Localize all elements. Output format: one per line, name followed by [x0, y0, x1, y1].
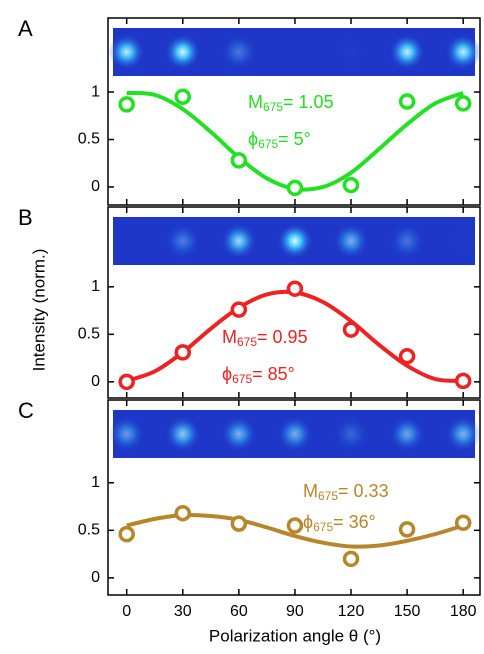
x-axis-label: Polarization angle θ (°)	[209, 626, 381, 645]
phase-label: ϕ675= 5°	[248, 129, 311, 151]
intensity-spot	[445, 223, 481, 259]
intensity-spot	[333, 34, 369, 70]
modulation-label-part: = 0.33	[338, 481, 389, 501]
x-tick-label: 60	[230, 603, 248, 620]
y-tick-label: 0	[91, 373, 100, 390]
x-tick-label: 180	[450, 603, 477, 620]
data-point	[120, 98, 133, 111]
intensity-spot	[333, 223, 369, 259]
intensity-spot	[389, 416, 425, 452]
phase-label-part: 675	[258, 137, 278, 151]
data-point	[345, 179, 358, 192]
y-axis-label: Intensity (norm.)	[29, 249, 48, 372]
y-tick-label: 0.5	[78, 131, 100, 148]
data-point	[232, 154, 245, 167]
x-tick-label: 90	[286, 603, 304, 620]
intensity-spot	[165, 223, 201, 259]
y-tick-label: 0	[91, 569, 100, 586]
phase-label-part: 675	[313, 520, 333, 534]
x-tick-label: 120	[338, 603, 365, 620]
intensity-spot	[277, 223, 313, 259]
intensity-spot	[221, 223, 257, 259]
intensity-spot	[389, 34, 425, 70]
y-tick-label: 1	[91, 83, 100, 100]
y-tick-label: 0	[91, 178, 100, 195]
panel-label: A	[18, 16, 33, 41]
intensity-spot	[445, 416, 481, 452]
phase-label-part: = 36°	[333, 512, 376, 532]
x-tick-label: 0	[122, 603, 131, 620]
intensity-spot	[109, 34, 145, 70]
modulation-label-part: 675	[318, 489, 338, 503]
data-point	[176, 90, 189, 103]
y-tick-label: 0.5	[78, 522, 100, 539]
data-point	[232, 517, 245, 530]
data-point	[457, 516, 470, 529]
panel-label: C	[18, 398, 34, 423]
modulation-label-part: M	[248, 92, 263, 112]
modulation-label: M675= 1.05	[248, 92, 334, 114]
modulation-label-part: 675	[237, 335, 257, 349]
data-point	[176, 346, 189, 359]
intensity-spot	[277, 416, 313, 452]
intensity-spot	[109, 416, 145, 452]
intensity-spot	[221, 416, 257, 452]
panel-label: B	[18, 205, 33, 230]
intensity-spot	[165, 416, 201, 452]
x-tick-label: 150	[394, 603, 421, 620]
data-point	[345, 552, 358, 565]
data-point	[176, 507, 189, 520]
intensity-spot	[333, 416, 369, 452]
data-point	[288, 282, 301, 295]
phase-label-part: ϕ	[303, 512, 313, 532]
data-point	[345, 323, 358, 336]
data-point	[457, 97, 470, 110]
phase-label-part: 675	[232, 372, 252, 386]
y-tick-label: 0.5	[78, 326, 100, 343]
modulation-label-part: = 0.95	[257, 327, 308, 347]
figure: Intensity (norm.) Polarization angle θ (…	[0, 0, 484, 654]
modulation-label-part: 675	[263, 100, 283, 114]
intensity-spot	[221, 34, 257, 70]
y-tick-label: 1	[91, 278, 100, 295]
y-tick-label: 1	[91, 474, 100, 491]
intensity-spot	[389, 223, 425, 259]
modulation-label: M675= 0.33	[303, 481, 389, 503]
modulation-label-part: M	[303, 481, 318, 501]
data-point	[232, 303, 245, 316]
modulation-label: M675= 0.95	[222, 327, 308, 349]
data-point	[401, 350, 414, 363]
data-point	[401, 95, 414, 108]
data-point	[120, 375, 133, 388]
modulation-label-part: = 1.05	[283, 92, 334, 112]
x-tick-label: 30	[174, 603, 192, 620]
data-point	[120, 528, 133, 541]
phase-label: ϕ675= 36°	[303, 512, 376, 534]
modulation-label-part: M	[222, 327, 237, 347]
data-point	[288, 181, 301, 194]
data-point	[457, 374, 470, 387]
data-point	[288, 519, 301, 532]
phase-label-part: = 85°	[252, 364, 295, 384]
phase-label-part: ϕ	[248, 129, 258, 149]
intensity-spot	[165, 34, 201, 70]
intensity-spot	[445, 34, 481, 70]
phase-label: ϕ675= 85°	[222, 364, 295, 386]
phase-label-part: ϕ	[222, 364, 232, 384]
phase-label-part: = 5°	[278, 129, 311, 149]
data-point	[401, 523, 414, 536]
